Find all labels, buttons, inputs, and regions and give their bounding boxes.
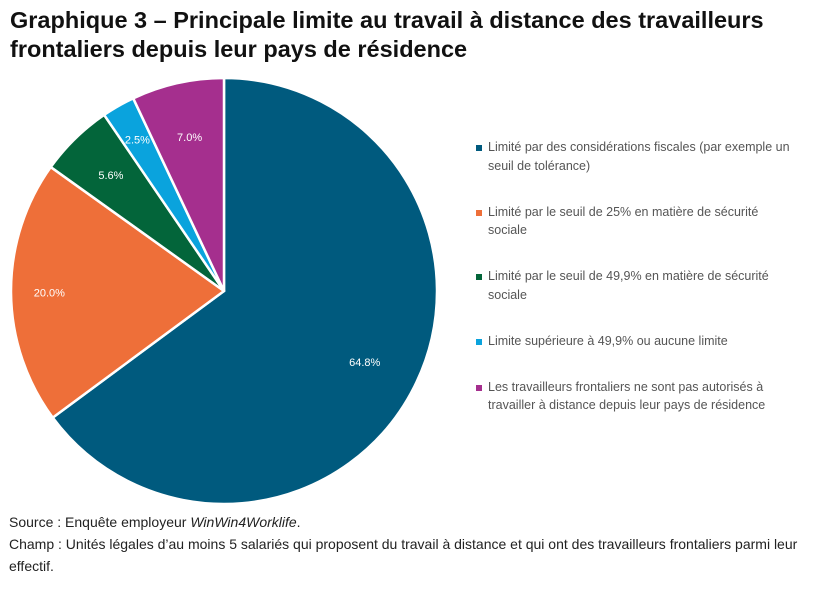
legend-swatch bbox=[476, 274, 482, 280]
pie-data-label-4: 2.5% bbox=[125, 134, 150, 146]
legend-swatch bbox=[476, 338, 482, 345]
legend-label: Limite supérieure à 49,9% ou aucune limi… bbox=[488, 333, 728, 348]
legend-item-3: Limité par le seuil de 49,9% en matière … bbox=[476, 267, 796, 304]
legend-label: Limité par le seuil de 49,9% en matière … bbox=[488, 269, 769, 302]
legend-item-5: Les travailleurs frontaliers ne sont pas… bbox=[476, 378, 796, 415]
legend-item-2: Limité par le seuil de 25% en matière de… bbox=[476, 203, 796, 240]
pie-data-label-1: 64.8% bbox=[349, 357, 380, 369]
source-note: Source : Enquête employeur WinWin4Workli… bbox=[9, 511, 834, 533]
source-prefix: Source : Enquête employeur bbox=[9, 514, 191, 530]
pie-data-label-3: 5.6% bbox=[98, 170, 123, 182]
scope-note: Champ : Unités légales d’au moins 5 sala… bbox=[9, 536, 798, 574]
pie-data-label-5: 7.0% bbox=[177, 132, 202, 144]
pie-data-label-2: 20.0% bbox=[34, 287, 65, 299]
chart-title: Graphique 3 – Principale limite au trava… bbox=[10, 7, 764, 62]
chart-footer: Source : Enquête employeur WinWin4Workli… bbox=[9, 511, 834, 577]
pie-slice-2 bbox=[9, 165, 226, 419]
pie-slice-1 bbox=[51, 76, 439, 506]
legend-label: Les travailleurs frontaliers ne sont pas… bbox=[488, 379, 766, 413]
source-survey-name: WinWin4Worklife bbox=[190, 514, 297, 530]
legend-label: Limité par le seuil de 25% en matière de… bbox=[488, 204, 759, 238]
legend-swatch bbox=[476, 384, 482, 391]
legend-item-4: Limite supérieure à 49,9% ou aucune limi… bbox=[476, 332, 796, 351]
legend-item-1: Limité par des considérations fiscales (… bbox=[476, 138, 796, 175]
legend-label: Limité par des considérations fiscales (… bbox=[488, 140, 790, 173]
chart-legend: Limité par des considérations fiscales (… bbox=[476, 138, 796, 442]
pie-chart: 64.8% 20.0% 5.6% 2.5% 7.0% bbox=[9, 76, 439, 506]
pie-slice-5 bbox=[131, 76, 226, 293]
source-suffix: . bbox=[296, 514, 301, 530]
legend-swatch bbox=[476, 209, 482, 216]
legend-swatch bbox=[476, 145, 482, 151]
